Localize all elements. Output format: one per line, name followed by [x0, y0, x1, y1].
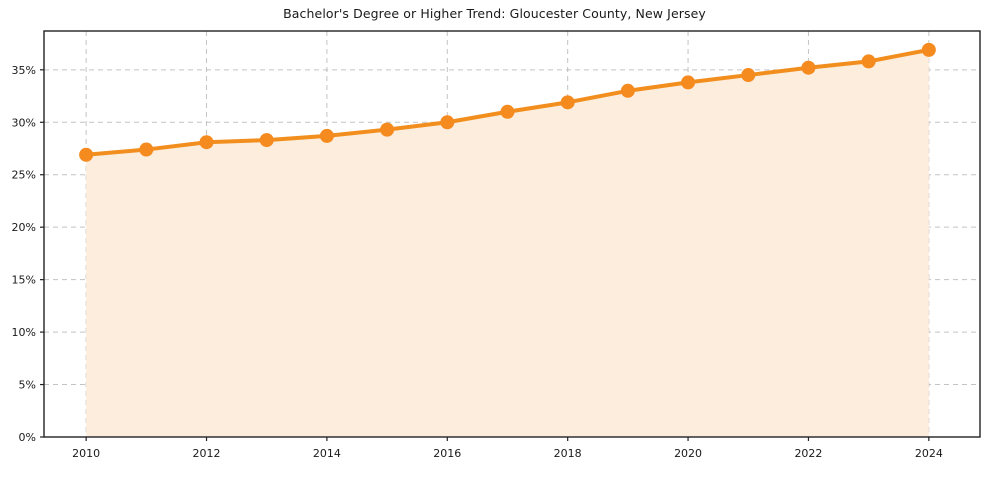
data-point-marker	[380, 122, 395, 137]
data-point-marker	[620, 83, 635, 98]
x-tick-label: 2024	[915, 447, 943, 460]
y-tick-label: 25%	[12, 169, 36, 182]
data-point-marker	[79, 147, 94, 162]
data-point-marker	[319, 128, 334, 143]
y-tick-label: 15%	[12, 274, 36, 287]
x-axis-tick-marks	[85, 437, 930, 441]
y-tick-label: 0%	[19, 431, 36, 444]
x-tick-label: 2010	[72, 447, 100, 460]
axis-spines	[43, 30, 981, 438]
y-tick-label: 5%	[19, 379, 36, 392]
data-point-marker	[139, 142, 154, 157]
x-tick-label: 2022	[794, 447, 822, 460]
x-tick-label: 2012	[193, 447, 221, 460]
x-tick-label: 2020	[674, 447, 702, 460]
data-point-marker	[560, 95, 575, 110]
x-axis-tick-labels: 2010 2012 2014 2016 2018 2020 2022 2024	[72, 447, 943, 460]
data-point-marker	[199, 135, 214, 150]
data-point-marker	[259, 133, 274, 148]
x-tick-label: 2018	[554, 447, 582, 460]
data-point-marker	[500, 104, 515, 119]
y-tick-label: 30%	[12, 116, 36, 129]
area-fill	[86, 49, 929, 437]
data-point-marker	[440, 115, 455, 130]
data-point-marker	[801, 60, 816, 75]
data-point-markers	[79, 42, 936, 162]
chart-title: Bachelor's Degree or Higher Trend: Glouc…	[283, 6, 706, 21]
data-point-marker	[681, 75, 696, 90]
y-axis-tick-marks	[40, 69, 44, 438]
y-tick-label: 20%	[12, 221, 36, 234]
x-tick-label: 2014	[313, 447, 341, 460]
y-axis-tick-labels: 0% 5% 10% 15% 20% 25% 30% 35%	[12, 64, 36, 444]
area-fill-layer	[86, 49, 929, 437]
data-point-marker	[921, 42, 936, 57]
data-point-marker	[741, 68, 756, 83]
y-tick-label: 10%	[12, 326, 36, 339]
y-tick-label: 35%	[12, 64, 36, 77]
data-point-marker	[861, 54, 876, 69]
x-tick-label: 2016	[433, 447, 461, 460]
